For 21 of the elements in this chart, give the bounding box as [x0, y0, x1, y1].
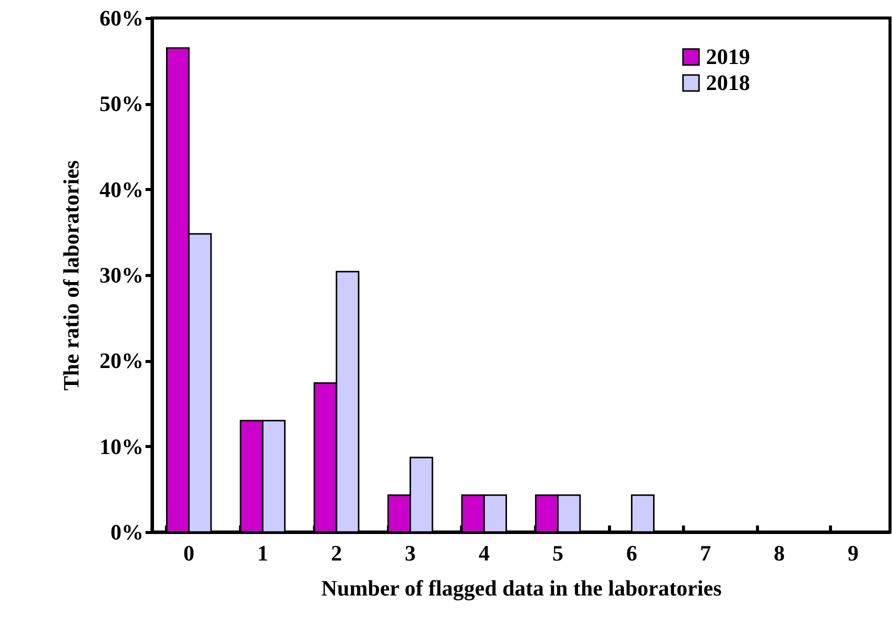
- x-tick-label: 2: [331, 540, 342, 566]
- y-tick-label: 60%: [100, 6, 144, 30]
- y-tick-label: 20%: [100, 348, 144, 374]
- legend-label: 2018: [706, 70, 750, 95]
- x-tick-label: 4: [478, 540, 490, 566]
- x-tick-label: 5: [552, 540, 564, 566]
- y-tick-label: 30%: [100, 262, 144, 288]
- y-tick-label: 50%: [100, 91, 144, 116]
- y-axis-title: The ratio of laboratories: [58, 160, 84, 391]
- x-tick-label: 8: [774, 540, 785, 566]
- x-tick-label: 1: [257, 540, 268, 566]
- x-axis-title: Number of flagged data in the laboratories: [321, 576, 722, 600]
- y-tick-label: 10%: [100, 434, 144, 459]
- legend-label: 2019: [706, 44, 750, 69]
- y-tick-label: 0%: [110, 520, 144, 544]
- x-tick-label: 9: [848, 540, 859, 566]
- y-tick-label: 40%: [100, 176, 144, 202]
- x-tick-label: 0: [183, 540, 194, 566]
- x-tick-label: 6: [626, 540, 638, 566]
- x-tick-label: 3: [404, 540, 416, 566]
- x-tick-label: 7: [700, 540, 711, 566]
